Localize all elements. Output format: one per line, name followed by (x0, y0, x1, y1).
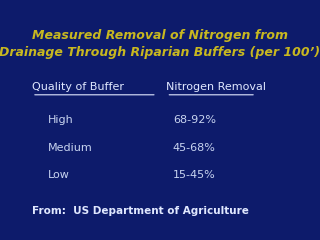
Text: Measured Removal of Nitrogen from
Drainage Through Riparian Buffers (per 100’): Measured Removal of Nitrogen from Draina… (0, 29, 320, 59)
Text: 15-45%: 15-45% (173, 170, 216, 180)
Text: Low: Low (48, 170, 70, 180)
Text: Medium: Medium (48, 143, 93, 153)
Text: 68-92%: 68-92% (173, 115, 216, 125)
Text: From:  US Department of Agriculture: From: US Department of Agriculture (32, 206, 249, 216)
Text: Quality of Buffer: Quality of Buffer (32, 82, 124, 92)
Text: 45-68%: 45-68% (173, 143, 216, 153)
Text: High: High (48, 115, 74, 125)
Text: Nitrogen Removal: Nitrogen Removal (166, 82, 266, 92)
